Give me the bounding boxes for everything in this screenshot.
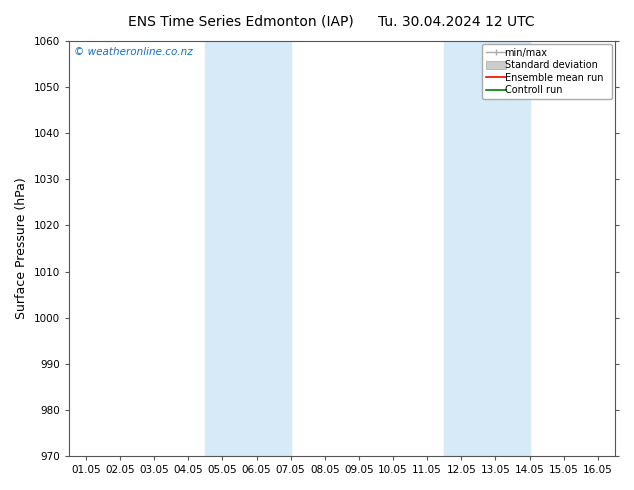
Text: © weatheronline.co.nz: © weatheronline.co.nz xyxy=(74,47,193,57)
Text: ENS Time Series Edmonton (IAP): ENS Time Series Edmonton (IAP) xyxy=(128,15,354,29)
Text: Tu. 30.04.2024 12 UTC: Tu. 30.04.2024 12 UTC xyxy=(378,15,535,29)
Legend: min/max, Standard deviation, Ensemble mean run, Controll run: min/max, Standard deviation, Ensemble me… xyxy=(482,44,612,99)
Bar xyxy=(205,41,290,456)
Bar xyxy=(444,41,529,456)
Y-axis label: Surface Pressure (hPa): Surface Pressure (hPa) xyxy=(15,178,28,319)
